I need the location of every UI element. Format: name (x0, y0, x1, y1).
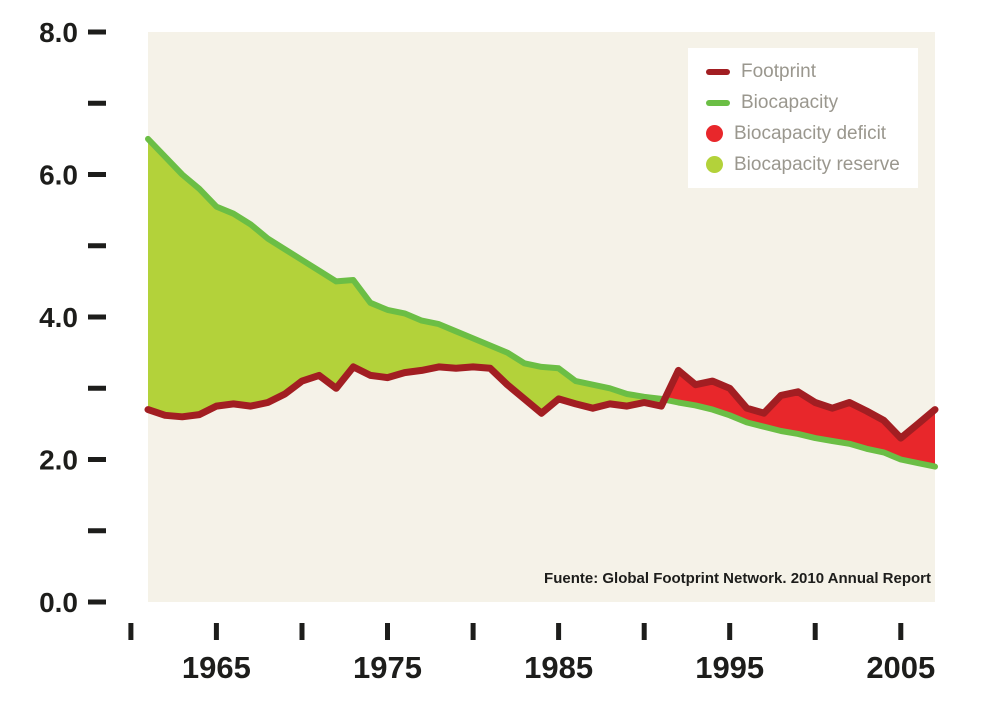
footprint-swatch-icon (706, 68, 730, 75)
x-axis-label: 1985 (524, 650, 593, 685)
x-axis-label: 1975 (353, 650, 422, 685)
source-note: Fuente: Global Footprint Network. 2010 A… (544, 570, 931, 587)
legend-item-label: Biocapacity reserve (734, 154, 900, 175)
legend-item-biocapacity-reserve: Biocapacity reserve (706, 149, 918, 180)
legend: Footprint Biocapacity Biocapacity defici… (688, 48, 918, 188)
x-axis-label: 1965 (182, 650, 251, 685)
legend-item-label: Footprint (741, 61, 816, 82)
y-axis-label: 4.0 (39, 302, 78, 333)
biocapacity-reserve-swatch-icon (706, 156, 723, 173)
biocapacity-swatch-icon (706, 99, 730, 106)
y-axis-label: 6.0 (39, 160, 78, 191)
legend-item-biocapacity: Biocapacity (706, 87, 918, 118)
biocapacity-deficit-swatch-icon (706, 125, 723, 142)
footprint-line (144, 363, 939, 442)
legend-item-biocapacity-deficit: Biocapacity deficit (706, 118, 918, 149)
y-axis-label: 2.0 (39, 445, 78, 476)
legend-item-footprint: Footprint (706, 56, 918, 87)
biocapacity-line (145, 135, 938, 470)
legend-item-label: Biocapacity (741, 92, 839, 113)
y-axis-label: 8.0 (39, 17, 78, 48)
x-axis-label: 2005 (866, 650, 935, 685)
x-axis-label: 1995 (695, 650, 764, 685)
legend-item-label: Biocapacity deficit (734, 123, 887, 144)
y-axis-label: 0.0 (39, 587, 78, 618)
